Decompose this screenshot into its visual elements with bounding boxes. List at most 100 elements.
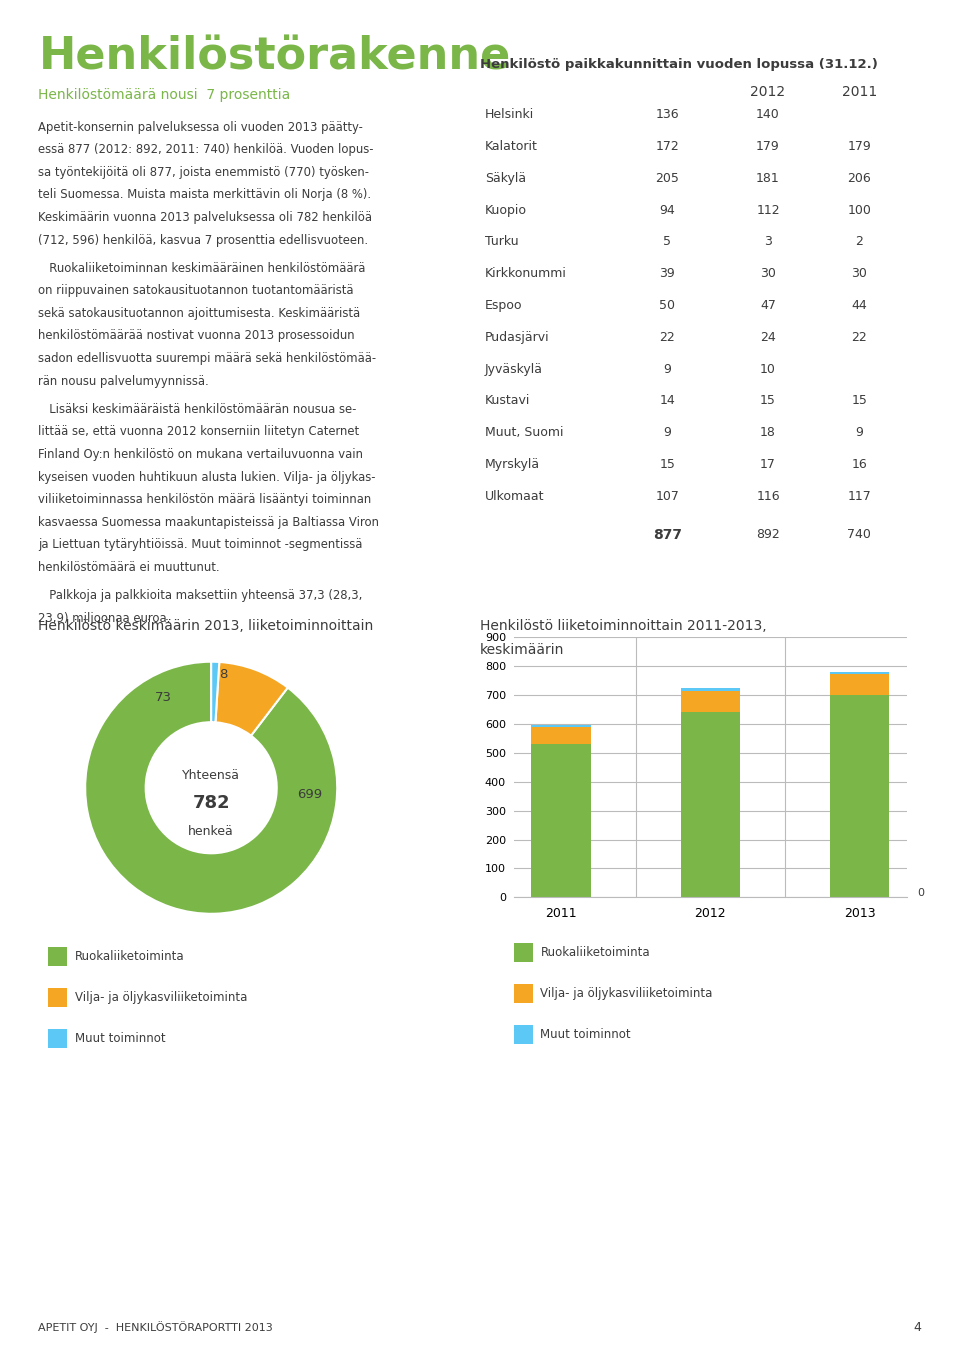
- Text: 15: 15: [660, 458, 675, 471]
- Text: 2013: 2013: [648, 85, 686, 99]
- Text: 10: 10: [760, 363, 776, 375]
- Text: ja Liettuan tytäryhtiöissä. Muut toiminnot -segmentissä: ja Liettuan tytäryhtiöissä. Muut toiminn…: [38, 538, 363, 551]
- Text: Espoo: Espoo: [485, 299, 522, 312]
- Text: Apetit-konsernin palveluksessa oli vuoden 2013 päätty-: Apetit-konsernin palveluksessa oli vuode…: [38, 121, 363, 133]
- Text: sadon edellisvuotta suurempi määrä sekä henkilöstömää-: sadon edellisvuotta suurempi määrä sekä …: [38, 352, 376, 364]
- Text: 117: 117: [848, 489, 871, 503]
- Text: kasvaessa Suomessa maakuntapisteissä ja Baltiassa Viron: kasvaessa Suomessa maakuntapisteissä ja …: [38, 515, 379, 529]
- Text: Finland Oy:n henkilöstö on mukana vertailuvuonna vain: Finland Oy:n henkilöstö on mukana vertai…: [38, 448, 364, 460]
- Text: 2012: 2012: [751, 85, 785, 99]
- Text: on riippuvainen satokausituotannon tuotantomääristä: on riippuvainen satokausituotannon tuota…: [38, 284, 354, 297]
- Text: Muut toiminnot: Muut toiminnot: [540, 1028, 631, 1041]
- Text: 22: 22: [852, 330, 867, 344]
- Text: 8: 8: [220, 667, 228, 681]
- Bar: [829, 674, 889, 695]
- Text: Palkkoja ja palkkioita maksettiin yhteensä 37,3 (28,3,: Palkkoja ja palkkioita maksettiin yhteen…: [38, 589, 363, 601]
- Wedge shape: [85, 662, 337, 914]
- Text: rän nousu palvelumyynnissä.: rän nousu palvelumyynnissä.: [38, 374, 209, 388]
- Text: 179: 179: [756, 140, 780, 153]
- Text: 892: 892: [756, 529, 780, 541]
- Text: Ruokaliiketoiminnan keskimääräinen henkilöstömäärä: Ruokaliiketoiminnan keskimääräinen henki…: [38, 262, 366, 274]
- Text: 39: 39: [660, 267, 675, 279]
- Text: 18: 18: [760, 426, 776, 438]
- Text: essä 877 (2012: 892, 2011: 740) henkilöä. Vuoden lopus-: essä 877 (2012: 892, 2011: 740) henkilöä…: [38, 144, 373, 156]
- Text: 116: 116: [756, 489, 780, 503]
- Text: 15: 15: [760, 395, 776, 407]
- Bar: [532, 725, 591, 726]
- Text: sekä satokausituotannon ajoittumisesta. Keskimääristä: sekä satokausituotannon ajoittumisesta. …: [38, 307, 361, 319]
- Bar: [681, 690, 740, 712]
- Text: (712, 596) henkilöä, kasvua 7 prosenttia edellisvuoteen.: (712, 596) henkilöä, kasvua 7 prosenttia…: [38, 233, 369, 247]
- Wedge shape: [211, 662, 219, 722]
- Text: 3: 3: [764, 236, 772, 248]
- Text: Helsinki: Helsinki: [485, 108, 534, 121]
- Text: Kirkkonummi: Kirkkonummi: [485, 267, 566, 279]
- Text: Kuopio: Kuopio: [485, 204, 527, 216]
- Text: 107: 107: [656, 489, 679, 503]
- Text: APETIT OYJ  -  HENKILÖSTÖRAPORTTI 2013: APETIT OYJ - HENKILÖSTÖRAPORTTI 2013: [38, 1321, 274, 1333]
- Text: 9: 9: [855, 426, 863, 438]
- Text: 206: 206: [848, 171, 871, 185]
- Text: 782: 782: [192, 793, 230, 812]
- Text: Vilja- ja öljykasviliiketoiminta: Vilja- ja öljykasviliiketoiminta: [75, 991, 248, 1004]
- Text: 172: 172: [656, 140, 679, 153]
- Text: Vilja- ja öljykasviliiketoiminta: Vilja- ja öljykasviliiketoiminta: [540, 986, 713, 1000]
- Text: 4: 4: [914, 1321, 922, 1333]
- Text: 17: 17: [760, 458, 776, 471]
- Text: 23,9) miljoonaa euroa.: 23,9) miljoonaa euroa.: [38, 611, 171, 625]
- Text: Henkilöstö liiketoiminnoittain 2011-2013,: Henkilöstö liiketoiminnoittain 2011-2013…: [480, 619, 767, 633]
- Text: 205: 205: [656, 171, 679, 185]
- Text: 47: 47: [760, 299, 776, 312]
- Text: 73: 73: [155, 690, 172, 704]
- Text: Lisäksi keskimääräistä henkilöstömäärän nousua se-: Lisäksi keskimääräistä henkilöstömäärän …: [38, 403, 357, 415]
- Wedge shape: [215, 662, 288, 736]
- Text: Kalatorit: Kalatorit: [485, 140, 538, 153]
- Bar: [829, 695, 889, 897]
- Text: Henkilöstörakenne: Henkilöstörakenne: [38, 36, 511, 78]
- Text: littää se, että vuonna 2012 konserniin liitetyn Caternet: littää se, että vuonna 2012 konserniin l…: [38, 425, 360, 438]
- Text: Muut toiminnot: Muut toiminnot: [75, 1032, 165, 1045]
- Text: 24: 24: [760, 330, 776, 344]
- Text: 16: 16: [852, 458, 867, 471]
- Text: 94: 94: [660, 204, 675, 216]
- Text: teli Suomessa. Muista maista merkittävin oli Norja (8 %).: teli Suomessa. Muista maista merkittävin…: [38, 188, 372, 201]
- Bar: [681, 712, 740, 897]
- Text: 877: 877: [653, 529, 682, 543]
- Bar: [829, 671, 889, 674]
- Bar: [532, 726, 591, 744]
- Text: Säkylä: Säkylä: [485, 171, 526, 185]
- Text: 740: 740: [848, 529, 871, 541]
- Text: 22: 22: [660, 330, 675, 344]
- Text: 112: 112: [756, 204, 780, 216]
- Text: 699: 699: [297, 788, 322, 800]
- Text: 100: 100: [848, 204, 871, 216]
- Text: Turku: Turku: [485, 236, 518, 248]
- Text: 181: 181: [756, 171, 780, 185]
- Text: Kustavi: Kustavi: [485, 395, 530, 407]
- Text: Henkilöstö keskimäärin 2013, liiketoiminnoittain: Henkilöstö keskimäärin 2013, liiketoimin…: [38, 619, 373, 633]
- Text: 30: 30: [760, 267, 776, 279]
- Text: Pudasjärvi: Pudasjärvi: [485, 330, 549, 344]
- Text: Ulkomaat: Ulkomaat: [485, 489, 544, 503]
- Text: 15: 15: [852, 395, 867, 407]
- Text: 14: 14: [660, 395, 675, 407]
- Text: 9: 9: [663, 363, 671, 375]
- Text: Myrskylä: Myrskylä: [485, 458, 540, 471]
- Text: 30: 30: [852, 267, 867, 279]
- Text: Muut, Suomi: Muut, Suomi: [485, 426, 564, 438]
- Text: keskimäärin: keskimäärin: [480, 643, 564, 656]
- Text: henkilöstömäärää nostivat vuonna 2013 prosessoidun: henkilöstömäärää nostivat vuonna 2013 pr…: [38, 329, 355, 342]
- Text: Henkilöstömäärä nousi  7 prosenttia: Henkilöstömäärä nousi 7 prosenttia: [38, 88, 291, 101]
- Text: viliiketoiminnassa henkilöstön määrä lisääntyi toiminnan: viliiketoiminnassa henkilöstön määrä lis…: [38, 493, 372, 506]
- Text: sa työntekijöitä oli 877, joista enemmistö (770) työsken-: sa työntekijöitä oli 877, joista enemmis…: [38, 166, 370, 178]
- Text: 2: 2: [855, 236, 863, 248]
- Text: Ruokaliiketoiminta: Ruokaliiketoiminta: [540, 945, 650, 959]
- Text: 140: 140: [756, 108, 780, 121]
- Bar: [532, 744, 591, 897]
- Text: henkeä: henkeä: [188, 825, 234, 838]
- Text: kyseisen vuoden huhtikuun alusta lukien. Vilja- ja öljykas-: kyseisen vuoden huhtikuun alusta lukien.…: [38, 470, 376, 484]
- Text: 5: 5: [663, 236, 671, 248]
- Text: 44: 44: [852, 299, 867, 312]
- Text: Jyväskylä: Jyväskylä: [485, 363, 542, 375]
- Text: 179: 179: [848, 140, 871, 153]
